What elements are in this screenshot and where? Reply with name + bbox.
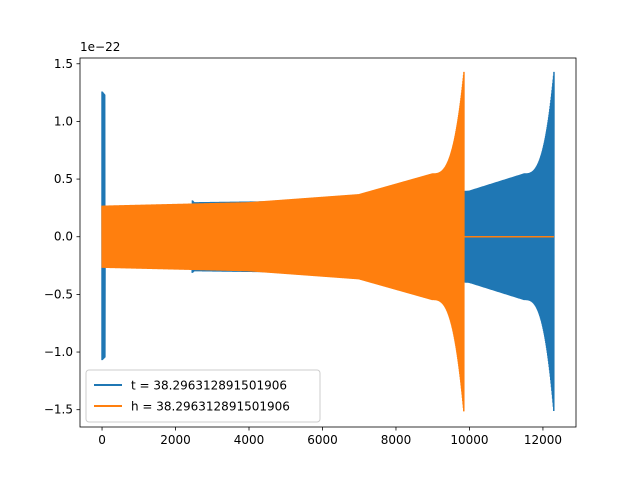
legend-label: t = 38.296312891501906 (131, 379, 287, 393)
x-tick-label: 10000 (450, 433, 488, 447)
y-tick-label: −1.0 (44, 345, 73, 359)
plot-frame (79, 57, 577, 428)
x-tick-label: 12000 (524, 433, 562, 447)
x-axis: 0 2000 4000 6000 8000 10000 12000 (98, 427, 562, 447)
y-offset-label: 1e−22 (80, 40, 120, 54)
x-tick-label: 4000 (234, 433, 265, 447)
series-layer (101, 71, 555, 412)
x-tick-label: 6000 (307, 433, 338, 447)
x-tick-label: 0 (98, 433, 106, 447)
y-tick-label: −1.5 (44, 403, 73, 417)
x-tick-label: 2000 (160, 433, 191, 447)
legend: t = 38.296312891501906 h = 38.29631289150… (85, 369, 321, 423)
legend-box (85, 369, 321, 423)
y-tick-label: −0.5 (44, 287, 73, 301)
y-tick-label: 1.0 (54, 114, 73, 128)
y-tick-label: 0.5 (54, 172, 73, 186)
y-tick-label: 1.5 (54, 57, 73, 71)
y-axis: 1.5 1.0 0.5 0.0 −0.5 −1.0 −1.5 (44, 57, 80, 417)
series-line-h (101, 71, 554, 412)
y-tick-label: 0.0 (54, 230, 73, 244)
x-tick-label: 8000 (381, 433, 412, 447)
legend-label: h = 38.296312891501906 (131, 400, 290, 414)
